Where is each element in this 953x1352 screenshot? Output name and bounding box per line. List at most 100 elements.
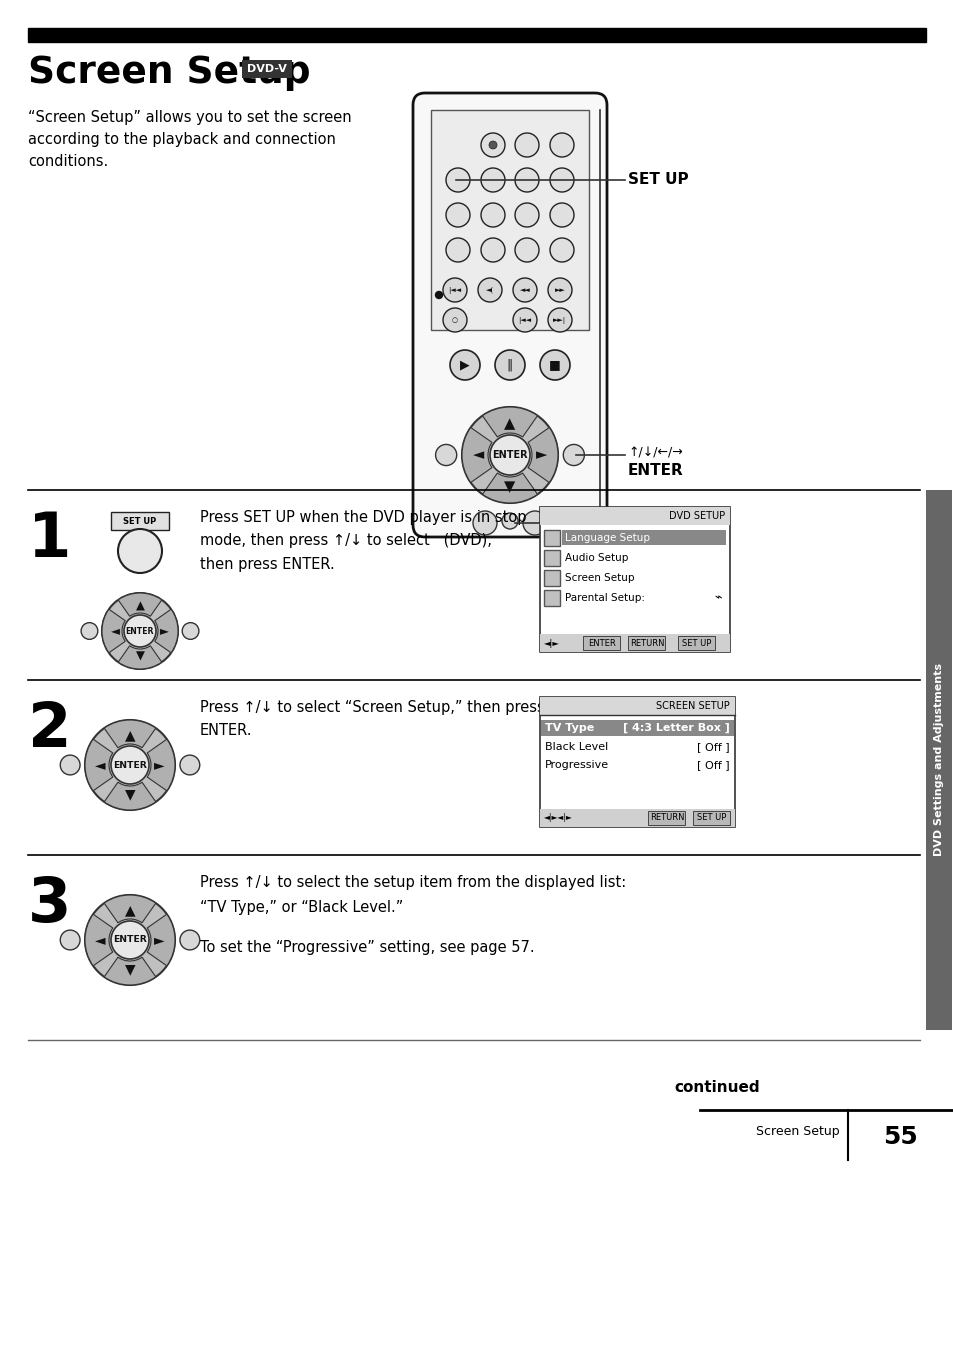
Bar (539, 507, 729, 525)
Text: RETURN: RETURN (649, 814, 683, 822)
Circle shape (550, 203, 574, 227)
Wedge shape (147, 740, 174, 791)
Text: “Screen Setup” allows you to set the screen
according to the playback and connec: “Screen Setup” allows you to set the scr… (28, 110, 352, 169)
Text: DVD-V: DVD-V (247, 64, 287, 74)
Bar (540, 721, 733, 735)
Text: ↺ RETURN: ↺ RETURN (627, 515, 715, 530)
Bar (543, 589, 559, 606)
Circle shape (547, 279, 572, 301)
Circle shape (562, 445, 584, 465)
Text: ○: ○ (452, 316, 457, 323)
Circle shape (515, 168, 538, 192)
Text: ►: ► (160, 625, 169, 638)
Wedge shape (482, 407, 537, 437)
Text: ▼: ▼ (125, 787, 135, 802)
Text: ▲: ▲ (125, 903, 135, 918)
Circle shape (81, 623, 98, 639)
Bar (543, 550, 559, 566)
Text: SET UP: SET UP (123, 516, 156, 526)
Text: ▼: ▼ (504, 479, 515, 493)
Text: “TV Type,” or “Black Level.”: “TV Type,” or “Black Level.” (200, 900, 403, 915)
Circle shape (550, 168, 574, 192)
Text: [ Off ]: [ Off ] (697, 742, 729, 752)
Text: ◄: ◄ (95, 933, 106, 946)
Text: ►: ► (153, 758, 164, 772)
Circle shape (477, 279, 501, 301)
Text: Press ↑/↓ to select “Screen Setup,” then press
ENTER.: Press ↑/↓ to select “Screen Setup,” then… (200, 700, 544, 738)
Circle shape (513, 308, 537, 333)
Text: 2: 2 (28, 700, 71, 760)
Text: ◄|►◄|►: ◄|►◄|► (543, 814, 572, 822)
Text: 1: 1 (28, 510, 71, 571)
Circle shape (111, 746, 149, 784)
Circle shape (547, 308, 572, 333)
Circle shape (182, 623, 198, 639)
Circle shape (60, 930, 80, 950)
Text: ‖: ‖ (506, 358, 513, 372)
Text: ◄◄: ◄◄ (519, 287, 530, 293)
Circle shape (436, 445, 456, 465)
Text: ↑/↓/←/→: ↑/↓/←/→ (627, 448, 682, 460)
Circle shape (111, 921, 149, 959)
Text: SCREEN SETUP: SCREEN SETUP (656, 700, 729, 711)
Text: ENTER: ENTER (113, 936, 147, 945)
Circle shape (442, 279, 467, 301)
Bar (925, 489, 951, 1030)
Wedge shape (461, 427, 492, 483)
Bar (539, 634, 729, 652)
Circle shape (124, 615, 156, 648)
Text: ▲: ▲ (125, 729, 135, 742)
Text: ■: ■ (549, 358, 560, 372)
Circle shape (446, 203, 470, 227)
Text: Audio Setup: Audio Setup (564, 553, 628, 562)
Bar (543, 571, 559, 585)
Text: continued: continued (674, 1080, 760, 1095)
Circle shape (513, 279, 537, 301)
Text: Screen Setup: Screen Setup (564, 573, 634, 583)
Wedge shape (527, 427, 558, 483)
Text: ▼: ▼ (135, 649, 144, 662)
Text: SET UP: SET UP (627, 173, 688, 188)
Text: Press ↑/↓ to select the setup item from the displayed list:: Press ↑/↓ to select the setup item from … (200, 875, 625, 890)
Text: Press SET UP when the DVD player is in stop
mode, then press ↑/↓ to select   (DV: Press SET UP when the DVD player is in s… (200, 510, 526, 572)
Bar (539, 698, 734, 827)
Wedge shape (85, 914, 112, 965)
Circle shape (446, 238, 470, 262)
Text: Progressive: Progressive (544, 760, 608, 771)
Text: [ Off ]: [ Off ] (697, 760, 729, 771)
Text: ENTER: ENTER (587, 638, 616, 648)
Circle shape (522, 511, 546, 535)
Bar (431, 110, 588, 330)
Bar (539, 698, 734, 715)
Circle shape (118, 529, 162, 573)
Circle shape (515, 203, 538, 227)
Wedge shape (147, 914, 174, 965)
FancyBboxPatch shape (628, 635, 665, 649)
Text: |◄◄: |◄◄ (517, 316, 531, 323)
FancyBboxPatch shape (678, 635, 715, 649)
Text: ENTER: ENTER (126, 626, 154, 635)
Circle shape (480, 168, 504, 192)
FancyBboxPatch shape (648, 810, 685, 825)
Circle shape (435, 292, 442, 299)
Circle shape (85, 721, 174, 810)
Text: ►►|: ►►| (553, 316, 566, 323)
Text: ▶: ▶ (459, 358, 469, 372)
Wedge shape (118, 646, 162, 669)
Text: ◄: ◄ (95, 758, 106, 772)
Text: SET UP: SET UP (681, 638, 711, 648)
Circle shape (461, 407, 558, 503)
Circle shape (446, 168, 470, 192)
Text: TV Type: TV Type (544, 723, 594, 733)
Text: ▲: ▲ (504, 416, 515, 431)
Circle shape (501, 512, 517, 529)
Circle shape (515, 132, 538, 157)
Text: To set the “Progressive” setting, see page 57.: To set the “Progressive” setting, see pa… (200, 940, 534, 955)
Text: RETURN: RETURN (629, 638, 663, 648)
Wedge shape (85, 740, 112, 791)
Circle shape (495, 350, 524, 380)
Text: ◄: ◄ (473, 448, 484, 462)
Circle shape (550, 132, 574, 157)
Circle shape (515, 238, 538, 262)
Circle shape (480, 132, 504, 157)
